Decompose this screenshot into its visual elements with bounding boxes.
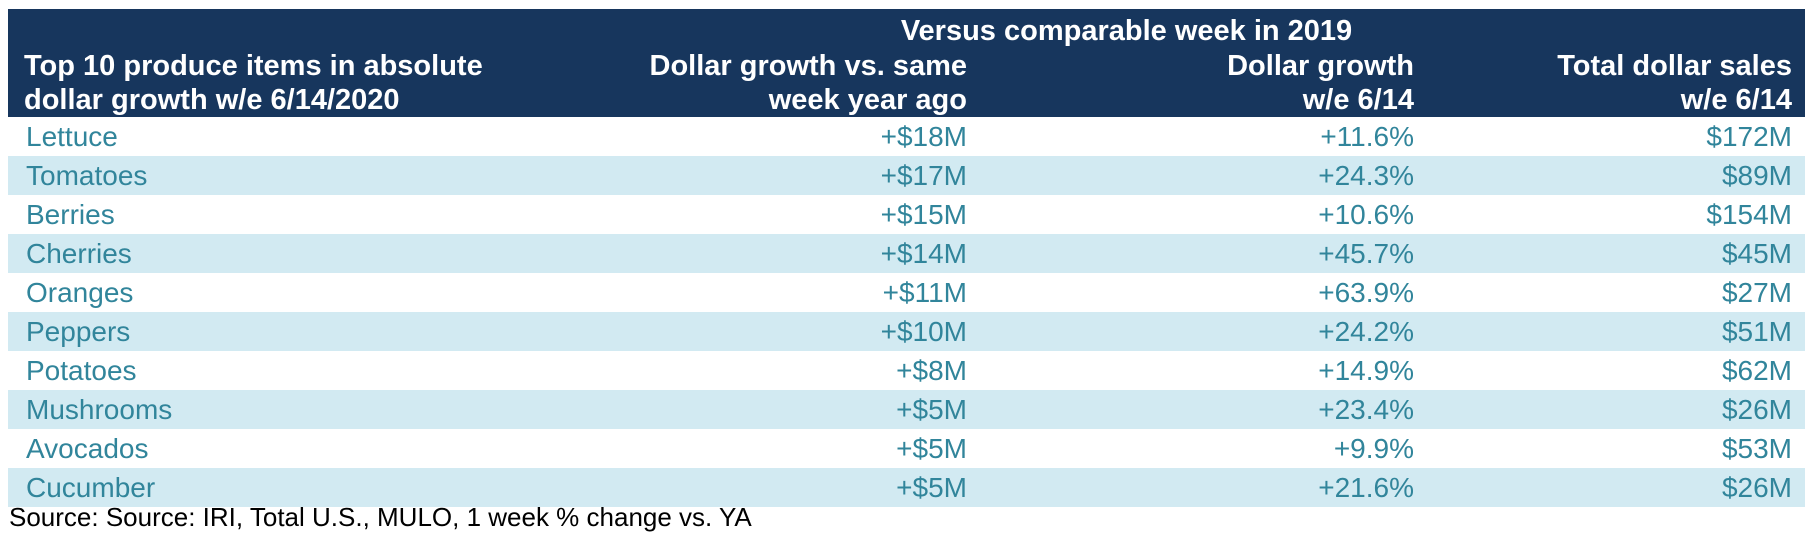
dollar-growth-pct-cell: +9.9% [1333,433,1414,464]
table-body: Lettuce +$18M +11.6% $172M Tomatoes +$17M +24.… [8,117,1805,507]
column-header-dollar-growth-ya: Dollar growth vs. same week year ago [488,49,968,117]
total-sales-cell: $45M [1721,238,1792,269]
table-row: Cucumber +$5M +21.6% $26M [8,468,1805,507]
column-header-dollar-growth-ya-line1: Dollar growth vs. same [649,50,968,82]
dollar-growth-pct-cell: +45.7% [1318,238,1414,269]
item-name-cell: Avocados [26,433,149,464]
column-header-item-line2: dollar growth w/e 6/14/2020 [24,84,400,116]
table-row: Lettuce +$18M +11.6% $172M [8,117,1805,156]
table-header: Versus comparable week in 2019 Top 10 pr… [8,9,1805,117]
super-header-label: Versus comparable week in 2019 [900,15,1353,47]
dollar-growth-ya-cell: +$18M [880,121,967,152]
column-header-dollar-growth-ya-line2: week year ago [768,84,967,116]
column-header-total-sales-line2: w/e 6/14 [1680,84,1792,116]
dollar-growth-pct-cell: +23.4% [1318,394,1414,425]
total-sales-cell: $51M [1721,316,1792,347]
dollar-growth-ya-cell: +$5M [896,472,967,503]
dollar-growth-pct-cell: +14.9% [1318,355,1414,386]
item-name-cell: Lettuce [26,121,118,152]
total-sales-cell: $26M [1721,472,1792,503]
dollar-growth-pct-cell: +10.6% [1318,199,1414,230]
item-name-cell: Mushrooms [26,394,173,425]
total-sales-cell: $27M [1721,277,1792,308]
dollar-growth-ya-cell: +$11M [882,277,967,308]
produce-table: Versus comparable week in 2019 Top 10 pr… [8,9,1805,507]
column-header-dollar-growth-pct-line1: Dollar growth [1227,50,1414,82]
item-name-cell: Berries [26,199,115,230]
source-note: Source: Source: IRI, Total U.S., MULO, 1… [9,502,752,532]
total-sales-cell: $154M [1706,199,1792,230]
table-row: Avocados +$5M +9.9% $53M [8,429,1805,468]
table-row: Tomatoes +$17M +24.3% $89M [8,156,1805,195]
column-header-item: Top 10 produce items in absolute dollar … [24,49,584,117]
total-sales-cell: $26M [1721,394,1792,425]
item-name-cell: Tomatoes [26,160,148,191]
dollar-growth-ya-cell: +$5M [896,433,967,464]
dollar-growth-pct-cell: +24.3% [1318,160,1414,191]
total-sales-cell: $172M [1706,121,1792,152]
dollar-growth-ya-cell: +$10M [880,316,967,347]
dollar-growth-ya-cell: +$15M [880,199,967,230]
column-header-dollar-growth-pct: Dollar growth w/e 6/14 [968,49,1414,117]
dollar-growth-pct-cell: +11.6% [1320,121,1414,152]
table-row: Cherries +$14M +45.7% $45M [8,234,1805,273]
dollar-growth-pct-cell: +21.6% [1318,472,1414,503]
item-name-cell: Oranges [26,277,134,308]
item-name-cell: Cherries [26,238,132,269]
table-row: Peppers +$10M +24.2% $51M [8,312,1805,351]
table-row: Mushrooms +$5M +23.4% $26M [8,390,1805,429]
dollar-growth-ya-cell: +$17M [880,160,967,191]
dollar-growth-ya-cell: +$8M [896,355,967,386]
column-header-item-line1: Top 10 produce items in absolute [24,50,483,82]
table-row: Potatoes +$8M +14.9% $62M [8,351,1805,390]
total-sales-cell: $62M [1721,355,1792,386]
dollar-growth-ya-cell: +$14M [880,238,967,269]
total-sales-cell: $89M [1721,160,1792,191]
super-header: Versus comparable week in 2019 [8,14,1805,48]
item-name-cell: Peppers [26,316,131,347]
table-row: Oranges +$11M +63.9% $27M [8,273,1805,312]
table-row: Berries +$15M +10.6% $154M [8,195,1805,234]
item-name-cell: Potatoes [26,355,137,386]
item-name-cell: Cucumber [26,472,156,503]
dollar-growth-pct-cell: +24.2% [1318,316,1414,347]
column-header-total-sales: Total dollar sales w/e 6/14 [1414,49,1792,117]
dollar-growth-ya-cell: +$5M [896,394,967,425]
total-sales-cell: $53M [1721,433,1792,464]
column-header-dollar-growth-pct-line2: w/e 6/14 [1302,84,1414,116]
column-header-total-sales-line1: Total dollar sales [1557,50,1792,82]
dollar-growth-pct-cell: +63.9% [1318,277,1414,308]
